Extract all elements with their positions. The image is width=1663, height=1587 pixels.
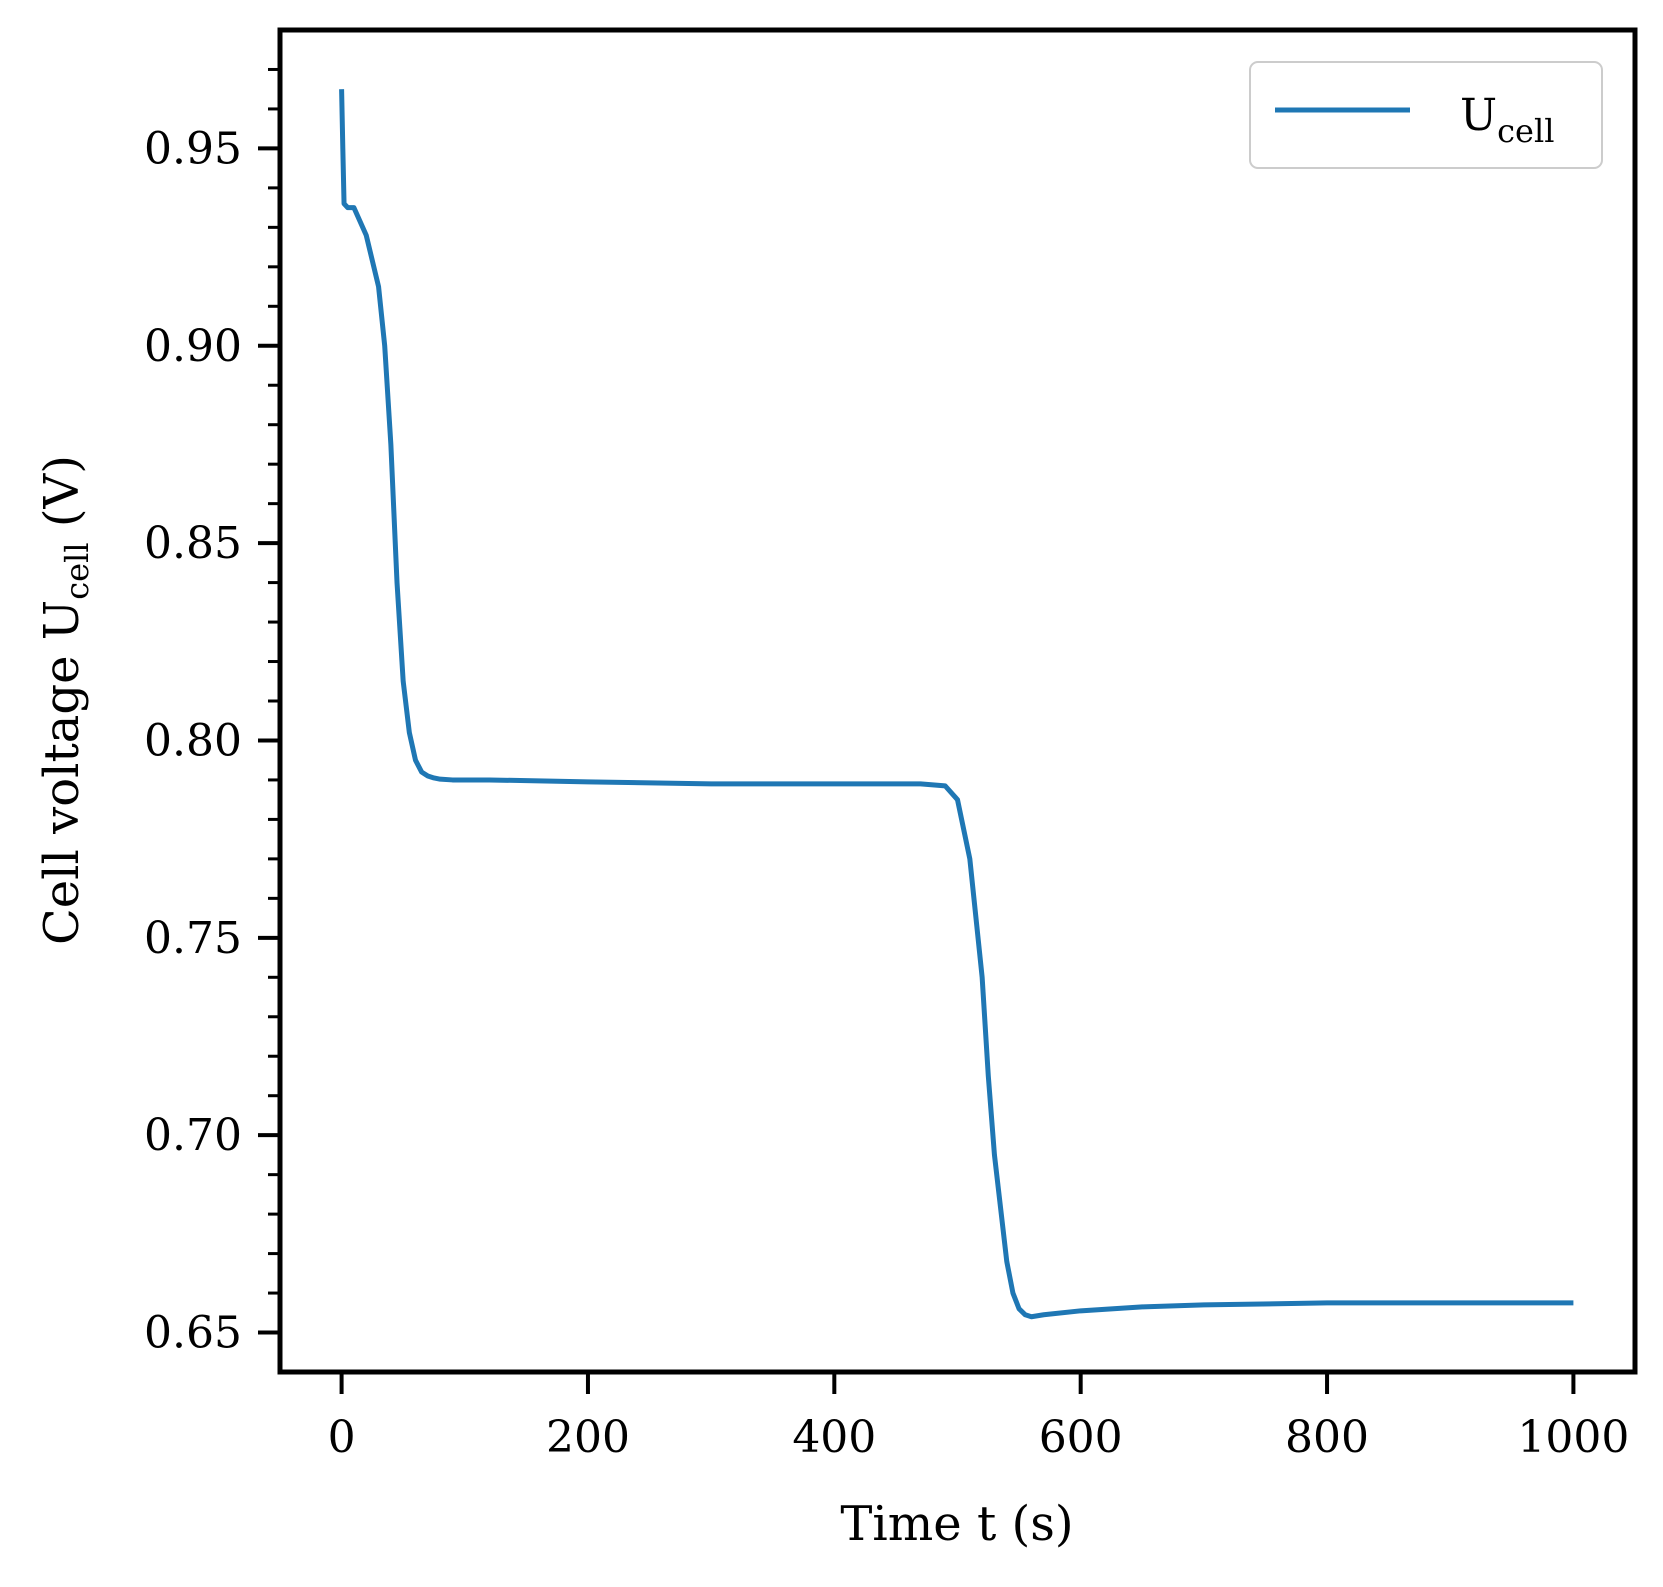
y-tick-label: 0.90 xyxy=(144,321,242,372)
x-tick-label: 600 xyxy=(1039,1412,1123,1463)
x-tick-label: 200 xyxy=(546,1412,630,1463)
x-tick-label: 0 xyxy=(328,1412,356,1463)
series-layer xyxy=(339,89,1574,1320)
legend-box xyxy=(1249,61,1603,169)
x-axis-label: Time t (s) xyxy=(840,1496,1073,1552)
x-tick-label: 1000 xyxy=(1517,1412,1629,1463)
legend-label-main: U xyxy=(1460,90,1497,141)
y-axis: 0.65 0.70 0.75 0.80 0.85 0.90 0.95 xyxy=(144,67,280,1359)
x-tick-label: 400 xyxy=(792,1412,876,1463)
x-tick-label: 800 xyxy=(1285,1412,1369,1463)
y-tick-label: 0.85 xyxy=(144,518,242,569)
legend-label-subscript: cell xyxy=(1497,112,1554,150)
series-line-u-cell xyxy=(339,89,1574,1320)
y-axis-label-subscript: cell xyxy=(58,542,96,599)
legend-label: Ucell xyxy=(1460,90,1554,150)
y-tick-label: 0.70 xyxy=(144,1110,242,1161)
y-tick-label: 0.95 xyxy=(144,123,242,174)
legend: Ucell xyxy=(1249,61,1603,169)
y-tick-label: 0.80 xyxy=(144,715,242,766)
y-tick-label: 0.75 xyxy=(144,913,242,964)
y-axis-label: Cell voltage Ucell (V) xyxy=(34,455,96,945)
y-tick-label: 0.65 xyxy=(144,1308,242,1359)
y-axis-label-unit: (V) xyxy=(34,455,90,542)
x-axis: 0 200 400 600 800 1000 xyxy=(328,1372,1629,1463)
y-axis-label-main: Cell voltage U xyxy=(34,600,90,945)
